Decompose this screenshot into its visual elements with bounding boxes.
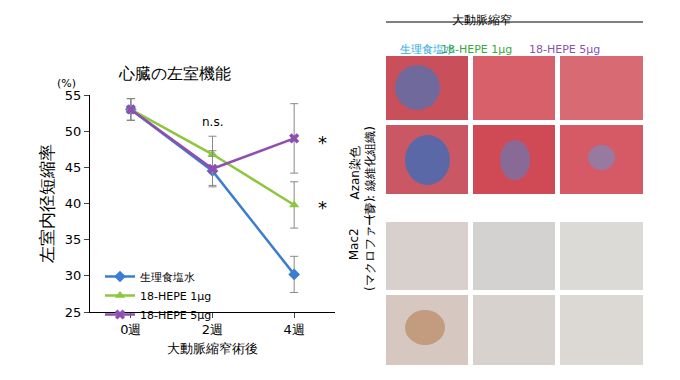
svg-text:*: * [318,197,327,218]
svg-text:Azan染色(青：線維化組織): Azan染色(青：線維化組織) [348,126,378,219]
svg-text:0週: 0週 [120,322,141,337]
svg-text:35: 35 [65,232,82,247]
svg-text:Mac2(マクロファージ): Mac2(マクロファージ) [347,198,377,291]
svg-text:18-HEPE 1μg: 18-HEPE 1μg [140,290,211,303]
svg-text:18-HEPE 5μg: 18-HEPE 5μg [529,43,600,56]
svg-text:(%): (%) [57,77,76,90]
svg-text:50: 50 [65,124,82,139]
svg-text:25: 25 [65,305,82,320]
svg-text:40: 40 [65,196,82,211]
svg-text:18-HEPE 5μg: 18-HEPE 5μg [140,309,211,322]
svg-text:生理食塩水: 生理食塩水 [400,43,455,56]
svg-text:n.s.: n.s. [202,115,224,129]
svg-text:55: 55 [65,88,82,103]
svg-text:大動脈縮窄術後: 大動脈縮窄術後 [167,341,258,356]
svg-text:大動脈縮窄: 大動脈縮窄 [452,13,512,27]
svg-text:心臓の左室機能: 心臓の左室機能 [118,64,231,83]
svg-text:左室内径短縮率: 左室内径短縮率 [37,144,57,263]
svg-text:18-HEPE 1μg: 18-HEPE 1μg [441,43,512,56]
svg-text:4週: 4週 [284,322,305,337]
svg-text:30: 30 [65,268,82,283]
svg-text:45: 45 [65,160,82,175]
svg-text:*: * [318,132,327,153]
svg-text:2週: 2週 [202,322,223,337]
svg-text:生理食塩水: 生理食塩水 [140,271,195,284]
